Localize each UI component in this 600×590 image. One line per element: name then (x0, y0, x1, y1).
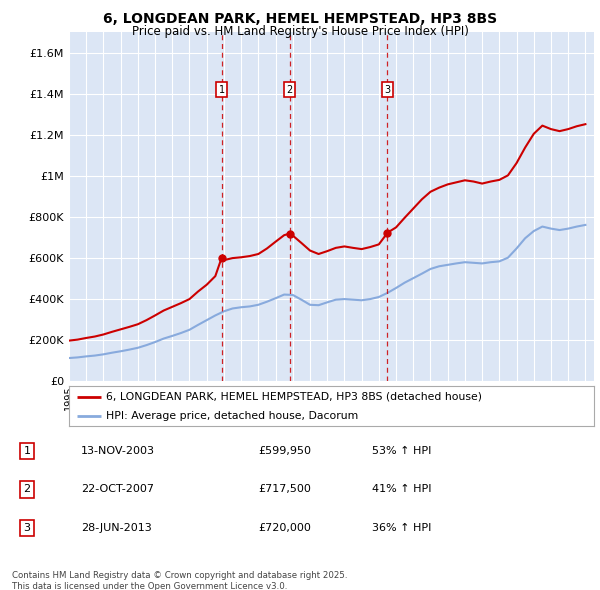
Text: 2: 2 (23, 484, 31, 494)
Text: Contains HM Land Registry data © Crown copyright and database right 2025.
This d: Contains HM Land Registry data © Crown c… (12, 571, 347, 590)
Text: 41% ↑ HPI: 41% ↑ HPI (372, 484, 431, 494)
Text: 1: 1 (23, 446, 31, 456)
Text: 3: 3 (384, 85, 391, 95)
Text: 2: 2 (286, 85, 293, 95)
Text: HPI: Average price, detached house, Dacorum: HPI: Average price, detached house, Daco… (106, 411, 358, 421)
Text: £717,500: £717,500 (258, 484, 311, 494)
Text: 36% ↑ HPI: 36% ↑ HPI (372, 523, 431, 533)
Text: 6, LONGDEAN PARK, HEMEL HEMPSTEAD, HP3 8BS (detached house): 6, LONGDEAN PARK, HEMEL HEMPSTEAD, HP3 8… (106, 392, 482, 402)
Text: 13-NOV-2003: 13-NOV-2003 (81, 446, 155, 456)
Text: £720,000: £720,000 (258, 523, 311, 533)
Text: 22-OCT-2007: 22-OCT-2007 (81, 484, 154, 494)
Text: £599,950: £599,950 (258, 446, 311, 456)
Text: Price paid vs. HM Land Registry's House Price Index (HPI): Price paid vs. HM Land Registry's House … (131, 25, 469, 38)
Text: 6, LONGDEAN PARK, HEMEL HEMPSTEAD, HP3 8BS: 6, LONGDEAN PARK, HEMEL HEMPSTEAD, HP3 8… (103, 12, 497, 26)
Text: 3: 3 (23, 523, 31, 533)
Text: 1: 1 (218, 85, 225, 95)
Text: 28-JUN-2013: 28-JUN-2013 (81, 523, 152, 533)
Text: 53% ↑ HPI: 53% ↑ HPI (372, 446, 431, 456)
